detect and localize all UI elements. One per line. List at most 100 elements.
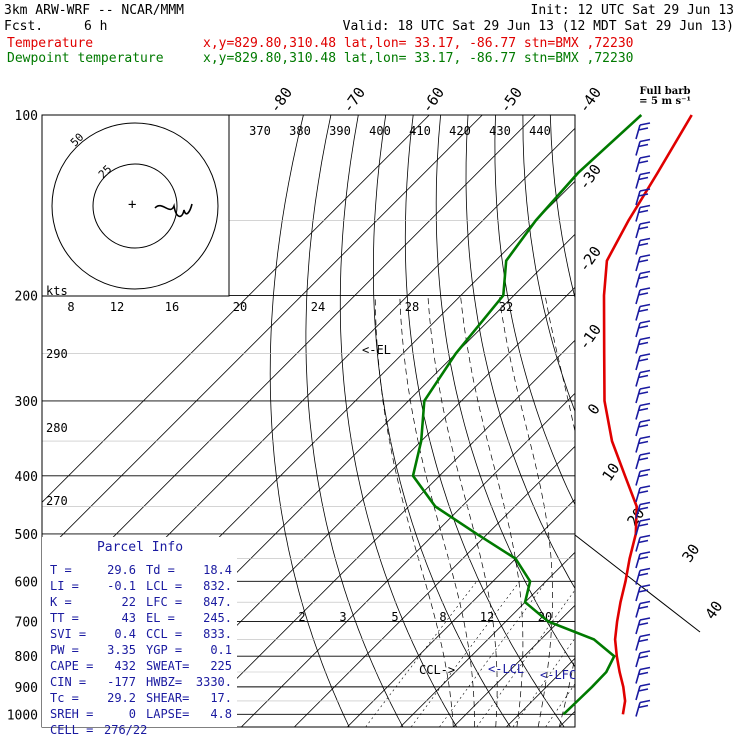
parcel-value: 245. <box>203 611 232 625</box>
wind-barb <box>635 600 651 618</box>
mixing-ratio-line <box>512 637 575 727</box>
speed-label: 20 <box>233 300 247 314</box>
dry-adiabat-line <box>494 115 575 506</box>
isentrope-label: 370 <box>249 124 271 138</box>
fcst-value: 6 h <box>84 19 107 34</box>
parcel-label: SREH = <box>50 707 93 721</box>
mixing-ratio-label: 12 <box>480 610 494 624</box>
isentrope-label: 430 <box>489 124 511 138</box>
wind-barb <box>635 138 651 156</box>
speed-label: 32 <box>499 300 513 314</box>
wind-barb <box>635 485 651 503</box>
speed-label: 12 <box>110 300 124 314</box>
mixing-ratio-label: 8 <box>439 610 446 624</box>
pressure-tick-label: 1000 <box>7 708 38 723</box>
wind-barb <box>635 518 651 536</box>
wind-barb <box>635 122 651 140</box>
dry-adiabat-line <box>660 115 740 727</box>
profiles <box>411 114 693 716</box>
wind-barb <box>635 204 651 222</box>
isentrope-label: 440 <box>529 124 551 138</box>
wind-barb <box>635 419 651 437</box>
temperature-tick-label: -30 <box>575 161 605 194</box>
full-barb-units: = 5 m s⁻¹ <box>639 96 691 107</box>
mixing-ratio-line <box>365 581 478 727</box>
parcel-label: LFC = <box>146 595 182 609</box>
dewpoint-legend-name: Dewpoint temperature <box>7 51 164 66</box>
parcel-value: 3.35 <box>107 643 136 657</box>
isotherm-line <box>135 286 575 727</box>
temperature-profile <box>602 114 693 715</box>
parcel-value: 3330. <box>196 675 232 689</box>
isotherm-line <box>42 115 536 609</box>
temperature-tick-label: -80 <box>266 84 296 117</box>
dry-adiabat-line <box>339 115 458 727</box>
parcel-label: LI = <box>50 579 79 593</box>
temperature-tick-label: 0 <box>584 400 604 418</box>
cell-label: CELL = <box>50 723 93 737</box>
parcel-value: 29.2 <box>107 691 136 705</box>
moist-adiabat-line <box>544 295 575 727</box>
speed-label: 8 <box>67 300 74 314</box>
temperature-legend-name: Temperature <box>7 36 93 51</box>
pressure-tick-label: 700 <box>15 615 38 630</box>
parcel-value: 4.8 <box>210 707 232 721</box>
parcel-value: 0.4 <box>114 627 136 641</box>
isentrope-label: 390 <box>329 124 351 138</box>
moist-adiabat-line <box>460 295 524 727</box>
parcel-value: 0.1 <box>210 643 232 657</box>
wind-barb <box>635 303 651 321</box>
mixing-ratio-label: 2 <box>298 610 305 624</box>
temperature-tick-label: -60 <box>418 84 448 117</box>
isentrope-label: 380 <box>289 124 311 138</box>
pressure-tick-label: 600 <box>15 575 38 590</box>
dry-adiabat-line <box>715 115 740 727</box>
parcel-value: 43 <box>122 611 136 625</box>
parcel-value: 22 <box>122 595 136 609</box>
parcel-value: -177 <box>107 675 136 689</box>
full-barb-label: Full barb <box>639 86 690 97</box>
wind-barbs <box>635 122 651 717</box>
parcel-label: Td = <box>146 563 175 577</box>
wind-barb <box>635 320 651 338</box>
parcel-label: CCL = <box>146 627 182 641</box>
mixing-ratio-label: 5 <box>391 610 398 624</box>
wind-barb <box>635 468 651 486</box>
parcel-value: 29.6 <box>107 563 136 577</box>
dry-adiabat-line <box>372 115 511 727</box>
temperature-tick-label: -50 <box>496 84 526 117</box>
hodograph-ring-outer <box>51 122 219 290</box>
temperature-tick-label: 30 <box>678 541 703 566</box>
isentrope-label: 420 <box>449 124 471 138</box>
theta-label: 290 <box>46 347 68 361</box>
theta-label: 270 <box>46 494 68 508</box>
wind-barb <box>635 666 651 684</box>
pressure-tick-label: 500 <box>15 528 38 543</box>
moist-adiabat-line <box>498 295 553 727</box>
wind-barb <box>635 699 651 717</box>
parcel-value: 832. <box>203 579 232 593</box>
hodograph-center-mark: + <box>128 197 136 213</box>
parcel-value: 432 <box>114 659 136 673</box>
parcel-label: LCL = <box>146 579 182 593</box>
speed-label: 28 <box>405 300 419 314</box>
wind-barb <box>635 633 651 651</box>
hodograph-frame <box>41 114 230 297</box>
isotherm-line <box>612 115 740 727</box>
speed-label: 16 <box>165 300 179 314</box>
parcel-value: -0.1 <box>107 579 136 593</box>
mixing-ratio-line <box>589 581 686 727</box>
init-time: Init: 12 UTC Sat 29 Jun 13 <box>531 3 735 18</box>
mixing-ratio-line <box>545 683 575 727</box>
dry-adiabat-line <box>465 115 575 590</box>
parcel-label: CAPE = <box>50 659 93 673</box>
dewpoint-legend-info: x,y=829.80,310.48 lat,lon= 33.17, -86.77… <box>203 51 633 66</box>
mixing-ratio-line <box>476 589 575 727</box>
wind-barb <box>635 683 651 701</box>
hodograph-ring-inner <box>92 163 178 249</box>
wind-barb <box>635 567 651 585</box>
parcel-value: 0 <box>129 707 136 721</box>
wind-barb <box>635 336 651 354</box>
wind-barb <box>635 617 651 635</box>
